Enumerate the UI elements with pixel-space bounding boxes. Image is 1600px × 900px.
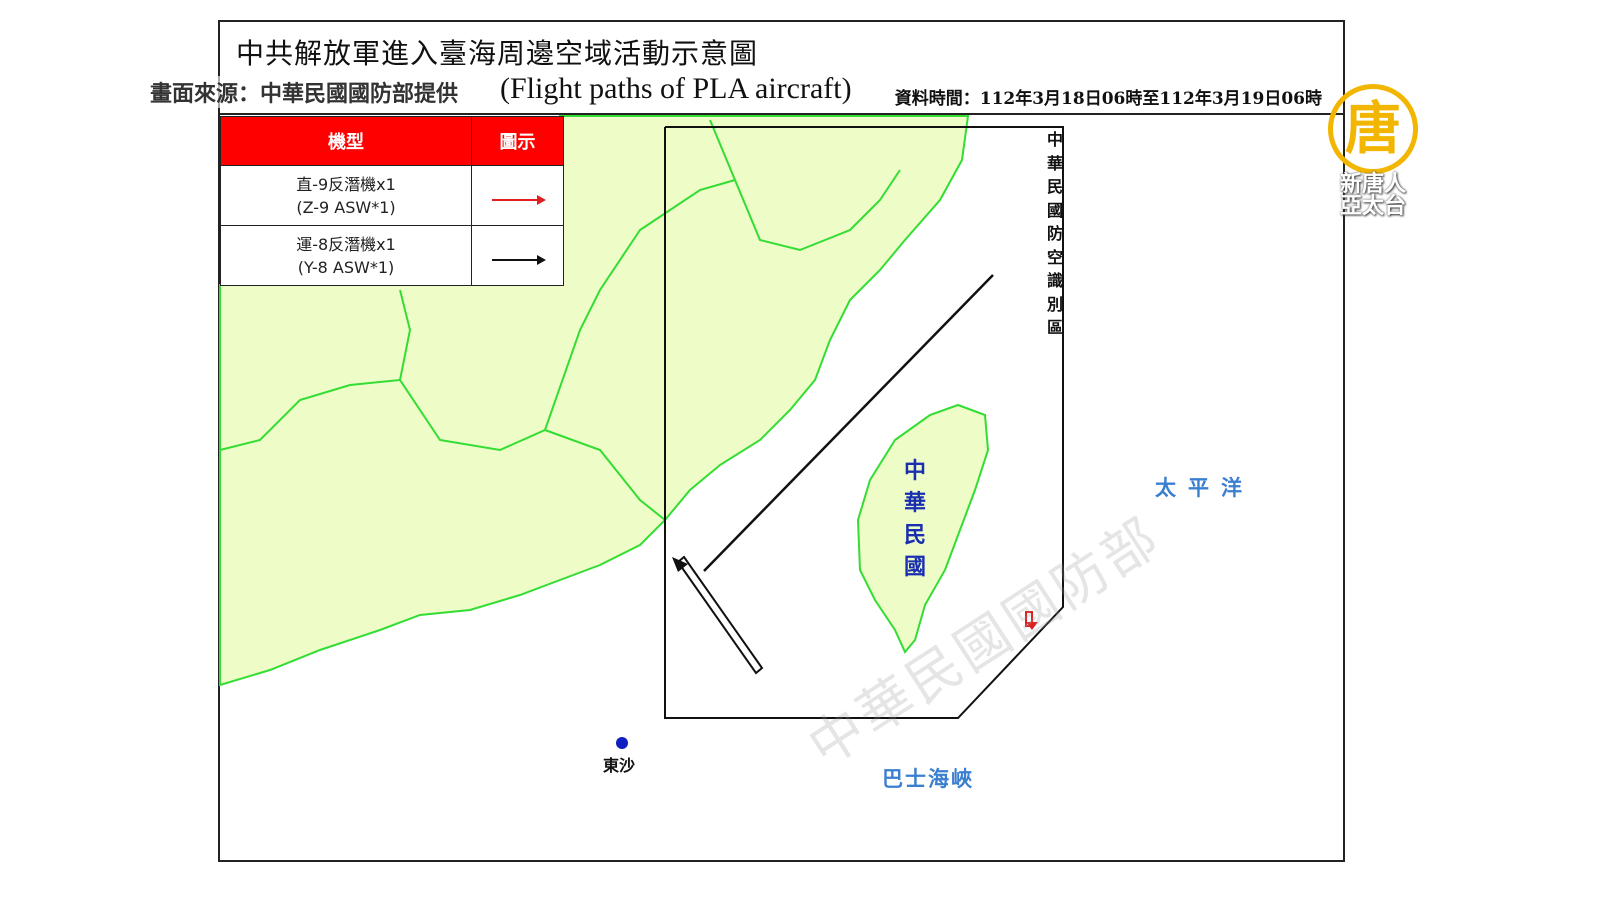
mainland-land [219,115,970,687]
y8-arrowhead [672,557,688,572]
aircraft-name-zh: 運-8反潛機x1 [296,234,396,254]
legend-table: 機型 圖示 直-9反潛機x1 (Z-9 ASW*1) 運-8反潛機x1 (Y-8 A… [220,116,564,286]
map-subtitle: (Flight paths of PLA aircraft) [500,72,852,105]
header-divider [218,113,1345,115]
province-border [219,119,901,521]
adiz-label: 中華民國防空識別區 [1046,130,1063,337]
legend-row: 運-8反潛機x1 (Y-8 ASW*1) [220,225,564,286]
z9-arrowhead [1026,622,1038,630]
red-arrow-icon [491,195,546,205]
black-arrow-icon [491,255,546,265]
data-time: 資料時間：112年3月18日06時至112年3月19日06時 [894,89,1322,109]
legend-header-icon: 圖示 [471,116,564,166]
logo-line2: 亞太台 [1339,194,1406,219]
taiwan-land [856,403,990,654]
aircraft-name-zh: 直-9反潛機x1 [296,174,396,194]
channel-logo: 唐 新唐人 亞太台 [1318,84,1428,218]
logo-line1: 新唐人 [1339,172,1406,197]
aircraft-name-en: (Z-9 ASW*1) [296,197,396,217]
source-caption: 畫面來源：中華民國國防部提供 [150,76,459,108]
dongsha-marker [616,737,628,749]
map-title: 中共解放軍進入臺海周邊空域活動示意圖 [236,37,759,70]
dongsha-label: 東沙 [603,756,636,775]
adiz-boundary [664,126,1064,719]
y8-flight-path [703,274,994,572]
legend-header-type: 機型 [220,116,472,166]
legend-row: 直-9反潛機x1 (Z-9 ASW*1) [220,165,564,226]
bashi-channel-label: 巴士海峽 [882,766,974,791]
aircraft-name-en: (Y-8 ASW*1) [297,257,395,277]
taiwan-label: 中華民國 [903,458,926,580]
y8-return-path [676,555,764,675]
logo-emblem: 唐 [1328,84,1418,174]
pacific-label: 太平洋 [1155,475,1254,500]
